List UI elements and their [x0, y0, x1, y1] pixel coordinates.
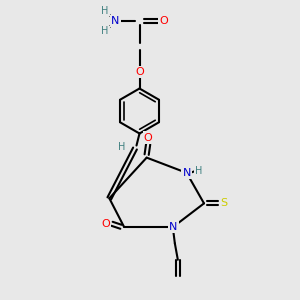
Text: S: S: [220, 198, 227, 208]
Text: N: N: [111, 16, 120, 26]
Text: H: H: [118, 142, 125, 152]
Text: H: H: [101, 26, 109, 37]
Text: O: O: [159, 16, 168, 26]
Text: H: H: [195, 167, 202, 176]
Text: N: N: [182, 168, 191, 178]
Text: O: O: [101, 219, 110, 229]
Text: H: H: [101, 5, 109, 16]
Text: O: O: [144, 133, 152, 142]
Text: N: N: [169, 222, 178, 232]
Text: O: O: [135, 67, 144, 77]
